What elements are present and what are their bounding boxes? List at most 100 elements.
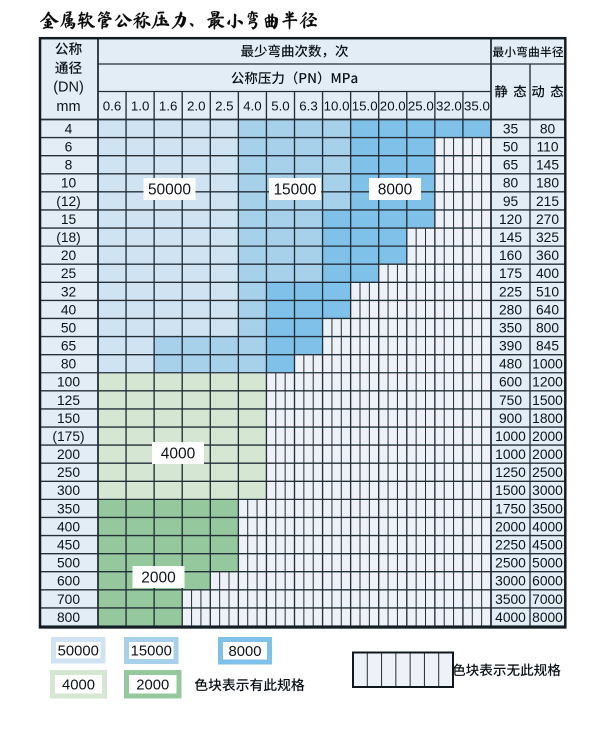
svg-text:4000: 4000 (161, 446, 196, 463)
svg-text:2000: 2000 (141, 570, 176, 587)
svg-text:2500: 2500 (495, 556, 526, 571)
svg-text:(175): (175) (52, 429, 84, 444)
svg-text:80: 80 (540, 121, 556, 136)
svg-text:0.6: 0.6 (103, 99, 122, 114)
svg-text:1250: 1250 (495, 465, 526, 480)
svg-text:50000: 50000 (148, 182, 191, 199)
svg-text:1200: 1200 (532, 375, 563, 390)
svg-text:390: 390 (499, 339, 522, 354)
svg-text:1800: 1800 (532, 411, 563, 426)
svg-text:4.0: 4.0 (243, 99, 262, 114)
svg-text:80: 80 (503, 176, 519, 191)
svg-text:6000: 6000 (532, 574, 563, 589)
svg-text:600: 600 (57, 574, 80, 589)
svg-text:2500: 2500 (532, 465, 563, 480)
svg-text:32: 32 (61, 284, 76, 299)
svg-text:110: 110 (537, 140, 559, 155)
svg-text:10: 10 (61, 176, 77, 191)
svg-text:2.0: 2.0 (187, 99, 206, 114)
svg-text:1500: 1500 (495, 483, 526, 498)
svg-text:35: 35 (503, 121, 519, 136)
svg-text:750: 750 (499, 393, 522, 408)
svg-text:270: 270 (536, 212, 559, 227)
svg-text:1.6: 1.6 (159, 99, 178, 114)
svg-text:1000: 1000 (495, 447, 526, 462)
svg-text:25.0: 25.0 (408, 99, 434, 114)
svg-text:200: 200 (57, 447, 80, 462)
svg-text:15000: 15000 (131, 644, 172, 660)
svg-text:(12): (12) (56, 194, 81, 209)
svg-text:510: 510 (536, 284, 559, 299)
svg-text:50000: 50000 (58, 643, 99, 659)
svg-text:15.0: 15.0 (352, 99, 378, 114)
svg-text:500: 500 (57, 556, 80, 571)
svg-text:225: 225 (499, 284, 522, 299)
svg-text:600: 600 (499, 375, 522, 390)
svg-text:4: 4 (65, 121, 73, 136)
svg-text:2.5: 2.5 (215, 99, 234, 114)
svg-text:800: 800 (536, 320, 559, 335)
svg-text:700: 700 (57, 592, 80, 607)
svg-text:145: 145 (499, 230, 522, 245)
svg-text:8000: 8000 (229, 644, 262, 660)
svg-text:3000: 3000 (532, 483, 563, 498)
svg-text:65: 65 (61, 339, 77, 354)
svg-text:160: 160 (499, 248, 522, 263)
svg-text:350: 350 (57, 501, 80, 516)
svg-text:120: 120 (499, 212, 522, 227)
svg-text:175: 175 (499, 266, 522, 281)
svg-text:15: 15 (61, 212, 77, 227)
svg-text:400: 400 (57, 519, 80, 534)
svg-text:900: 900 (499, 411, 522, 426)
svg-text:480: 480 (499, 357, 522, 372)
svg-text:100: 100 (57, 375, 80, 390)
svg-text:4000: 4000 (62, 677, 95, 693)
svg-text:8000: 8000 (532, 610, 563, 625)
svg-text:65: 65 (503, 158, 519, 173)
svg-text:15000: 15000 (273, 182, 316, 199)
svg-text:2000: 2000 (532, 429, 563, 444)
svg-text:50: 50 (503, 140, 519, 155)
svg-text:40: 40 (61, 302, 77, 317)
svg-text:8000: 8000 (378, 182, 413, 199)
svg-text:4000: 4000 (532, 519, 563, 534)
svg-text:2000: 2000 (136, 677, 169, 693)
svg-text:450: 450 (57, 538, 80, 553)
svg-text:95: 95 (503, 194, 519, 209)
svg-text:1000: 1000 (495, 429, 526, 444)
svg-text:360: 360 (536, 248, 559, 263)
svg-text:(18): (18) (56, 230, 81, 245)
svg-text:180: 180 (536, 176, 559, 191)
svg-text:150: 150 (57, 411, 80, 426)
svg-text:215: 215 (536, 194, 559, 209)
svg-text:20: 20 (61, 248, 77, 263)
svg-text:125: 125 (57, 393, 80, 408)
svg-text:3000: 3000 (495, 574, 526, 589)
svg-text:1.0: 1.0 (131, 99, 150, 114)
svg-text:32.0: 32.0 (436, 99, 462, 114)
svg-text:2000: 2000 (495, 519, 526, 534)
svg-text:2250: 2250 (495, 538, 526, 553)
svg-text:1500: 1500 (532, 393, 563, 408)
svg-text:10.0: 10.0 (324, 99, 350, 114)
svg-text:5.0: 5.0 (271, 99, 290, 114)
svg-text:640: 640 (536, 302, 559, 317)
svg-text:3500: 3500 (495, 592, 526, 607)
svg-text:5000: 5000 (532, 556, 563, 571)
svg-text:300: 300 (57, 483, 80, 498)
svg-text:7000: 7000 (532, 592, 563, 607)
svg-text:250: 250 (57, 465, 80, 480)
svg-text:mm: mm (56, 99, 80, 115)
svg-text:4500: 4500 (532, 538, 563, 553)
svg-text:2000: 2000 (532, 447, 563, 462)
svg-text:6.3: 6.3 (299, 99, 318, 114)
svg-text:20.0: 20.0 (380, 99, 406, 114)
svg-text:145: 145 (536, 158, 559, 173)
svg-text:3500: 3500 (532, 501, 563, 516)
svg-text:800: 800 (57, 610, 80, 625)
svg-text:400: 400 (536, 266, 559, 281)
svg-text:35.0: 35.0 (464, 99, 490, 114)
svg-text:1750: 1750 (495, 501, 526, 516)
svg-text:845: 845 (536, 339, 559, 354)
svg-text:4000: 4000 (495, 610, 526, 625)
